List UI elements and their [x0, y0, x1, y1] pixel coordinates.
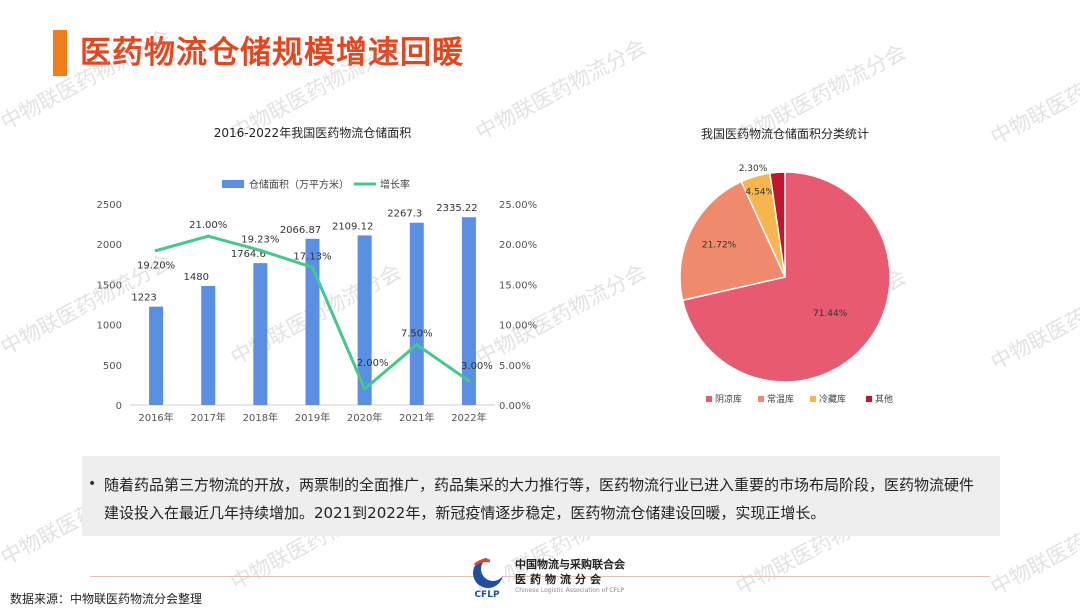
y-right-tick-label: 15.00%	[499, 280, 537, 291]
line-point	[363, 387, 367, 391]
bar	[357, 235, 372, 405]
bullet-marker: •	[88, 476, 97, 492]
x-tick-label: 2021年	[399, 411, 434, 424]
y-right-tick-label: 0.00%	[499, 401, 531, 412]
legend-label: 冷藏库	[819, 393, 846, 405]
cflp-logo: CFLP	[473, 557, 505, 600]
bar-value-label: 2267.3	[387, 209, 422, 220]
y-left-tick-label: 0	[116, 401, 122, 412]
summary-box	[82, 456, 1000, 536]
legend-bar-label: 仓储面积（万平方米）	[249, 178, 349, 191]
legend-swatch	[706, 396, 712, 402]
bar	[201, 286, 216, 405]
legend-line-label: 增长率	[380, 178, 410, 191]
legend-label: 其他	[875, 393, 893, 405]
pie-title: 我国医药物流仓储面积分类统计	[701, 126, 869, 141]
bar-value-label: 2335.22	[436, 203, 477, 214]
line-point	[311, 265, 314, 269]
y-right-tick-label: 25.00%	[499, 200, 537, 211]
pie-slice-label: 2.30%	[739, 164, 768, 174]
x-tick-label: 2017年	[190, 411, 225, 424]
bar	[253, 263, 268, 405]
legend-swatch	[866, 396, 872, 402]
bar	[305, 238, 320, 405]
x-tick-label: 2016年	[138, 411, 173, 424]
x-tick-label: 2019年	[295, 411, 330, 424]
line-value-label: 21.00%	[189, 220, 227, 231]
bar-value-label: 2066.87	[280, 225, 321, 236]
pie-slice-label: 21.72%	[702, 240, 737, 250]
summary-text: 随着药品第三方物流的开放，两票制的全面推广，药品集采的大力推行等，医药物流行业已…	[104, 476, 975, 522]
legend-swatch	[758, 396, 764, 402]
legend-bar-swatch	[222, 180, 244, 188]
org-name: 中国物流与采购联合会	[515, 558, 625, 571]
legend-label: 阴凉库	[715, 393, 742, 405]
x-tick-label: 2020年	[347, 411, 382, 424]
line-value-label: 17.13%	[293, 251, 331, 262]
footer-divider	[90, 576, 990, 577]
legend-label: 常温库	[767, 393, 794, 405]
legend-swatch	[810, 396, 816, 402]
line-value-label: 7.50%	[401, 329, 433, 340]
y-right-tick-label: 20.00%	[499, 240, 537, 251]
y-left-tick-label: 1000	[97, 321, 122, 332]
x-tick-label: 2018年	[243, 411, 278, 424]
pie-slice	[681, 171, 891, 383]
bar	[149, 306, 164, 405]
page-title: 医药物流仓储规模增速回暖	[80, 35, 464, 71]
bar	[409, 222, 424, 405]
line-point	[467, 379, 471, 383]
line-point	[206, 234, 210, 238]
y-left-tick-label: 1500	[97, 280, 122, 291]
title-accent-bar	[53, 30, 67, 76]
y-left-tick-label: 500	[103, 361, 122, 372]
y-right-tick-label: 10.00%	[499, 321, 537, 332]
y-left-tick-label: 2000	[97, 240, 122, 251]
line-point	[258, 248, 262, 252]
bar-value-label: 1764.6	[231, 249, 266, 260]
bar-value-label: 1223	[131, 293, 156, 304]
bar-value-label: 2109.12	[332, 221, 373, 232]
y-right-tick-label: 5.00%	[499, 361, 531, 372]
line-value-label: 2.00%	[357, 358, 389, 369]
y-left-tick-label: 2500	[97, 200, 122, 211]
line-value-label: 19.20%	[137, 261, 175, 272]
org-branch-name: 医药物流分会	[515, 573, 605, 586]
pie-slice	[769, 171, 786, 278]
org-english-name: Chinese Logistic Association of CFLP	[515, 587, 624, 594]
data-source: 数据来源：中物联医药物流分会整理	[10, 592, 203, 606]
x-tick-label: 2022年	[451, 411, 486, 424]
pie-slice-label: 71.44%	[813, 309, 848, 319]
pie-slice	[679, 180, 787, 302]
line-value-label: 19.23%	[241, 234, 279, 245]
chart-title: 2016-2022年我国医药物流仓储面积	[214, 125, 411, 140]
pie-slice-label: 4.54%	[745, 187, 774, 197]
svg-text:CFLP: CFLP	[474, 590, 499, 600]
line-point	[154, 249, 158, 253]
line-point	[415, 343, 419, 347]
line-value-label: 3.00%	[461, 361, 493, 372]
bar-value-label: 1480	[183, 272, 208, 283]
bar	[461, 217, 476, 405]
